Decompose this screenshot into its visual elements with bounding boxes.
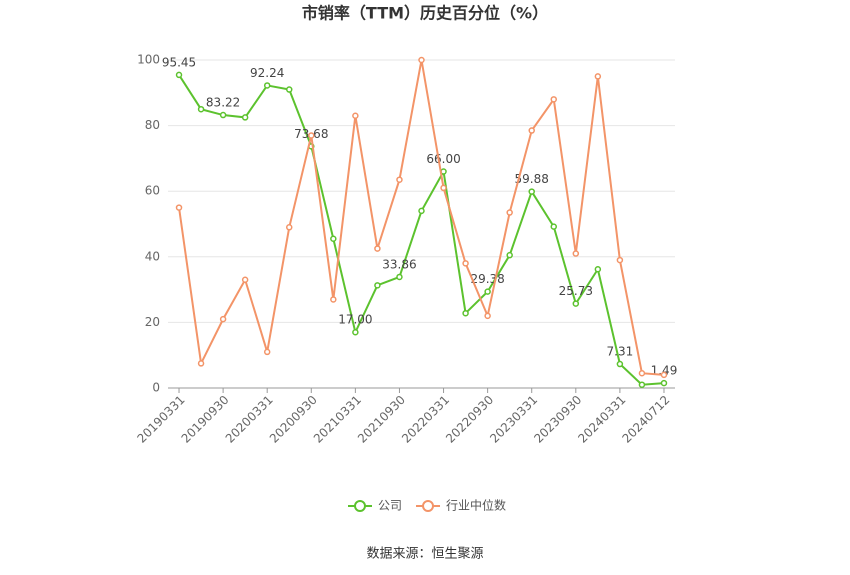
point xyxy=(484,312,491,320)
legend-label: 行业中位数 xyxy=(446,498,506,513)
point xyxy=(330,296,337,303)
data-label: 59.88 xyxy=(515,172,549,186)
point xyxy=(241,276,249,284)
point xyxy=(528,127,535,134)
series-line xyxy=(178,74,665,386)
point xyxy=(506,209,513,216)
point xyxy=(263,82,271,89)
data-label: 95.45 xyxy=(162,55,196,69)
point xyxy=(241,114,249,121)
point xyxy=(352,328,359,336)
legend-label: 公司 xyxy=(378,499,402,513)
y-tick-label: 20 xyxy=(145,315,160,329)
point xyxy=(219,111,227,119)
point xyxy=(418,56,425,64)
point xyxy=(594,73,602,80)
point xyxy=(638,369,646,377)
point xyxy=(550,223,558,230)
point xyxy=(308,132,315,139)
chart-title: 市销率（TTM）历史百分位（%） xyxy=(302,4,548,23)
point xyxy=(616,256,624,264)
point xyxy=(528,188,535,195)
point xyxy=(263,348,271,356)
y-tick-label: 60 xyxy=(145,184,160,198)
point xyxy=(330,235,337,243)
point xyxy=(197,360,205,367)
point xyxy=(594,266,602,273)
data-label: 83.22 xyxy=(206,96,240,110)
point xyxy=(197,105,205,113)
point xyxy=(418,207,425,215)
data-label: 7.31 xyxy=(607,345,634,359)
y-tick-label: 40 xyxy=(145,249,160,263)
data-label: 33.86 xyxy=(382,257,416,271)
data-label: 25.73 xyxy=(559,284,593,298)
y-tick-label: 100 xyxy=(137,53,160,67)
point xyxy=(550,96,558,103)
point xyxy=(660,379,668,387)
data-label: 29.38 xyxy=(470,272,504,286)
point xyxy=(175,204,183,211)
point xyxy=(396,176,403,183)
point xyxy=(219,315,227,323)
point xyxy=(572,300,580,307)
point xyxy=(462,260,469,267)
point xyxy=(462,309,469,317)
x-tick-label: 20240712 xyxy=(619,393,672,446)
point xyxy=(638,381,646,388)
legend-swatch xyxy=(354,500,366,512)
legend-swatch xyxy=(422,500,435,512)
point xyxy=(484,288,491,295)
point xyxy=(352,112,359,120)
data-label: 17.00 xyxy=(338,313,372,327)
point xyxy=(572,250,580,257)
y-tick-label: 80 xyxy=(145,118,160,132)
data-label: 66.00 xyxy=(426,152,460,166)
point xyxy=(285,224,293,231)
point xyxy=(506,251,513,259)
point xyxy=(374,245,381,252)
point xyxy=(374,282,381,289)
point xyxy=(396,273,403,281)
point xyxy=(285,86,293,93)
point xyxy=(660,371,668,379)
point xyxy=(175,71,183,79)
source: 数据来源：恒生聚源 xyxy=(366,547,483,562)
point xyxy=(616,360,624,368)
point xyxy=(440,184,447,192)
data-label: 92.24 xyxy=(250,66,284,80)
y-tick-label: 0 xyxy=(152,381,160,395)
